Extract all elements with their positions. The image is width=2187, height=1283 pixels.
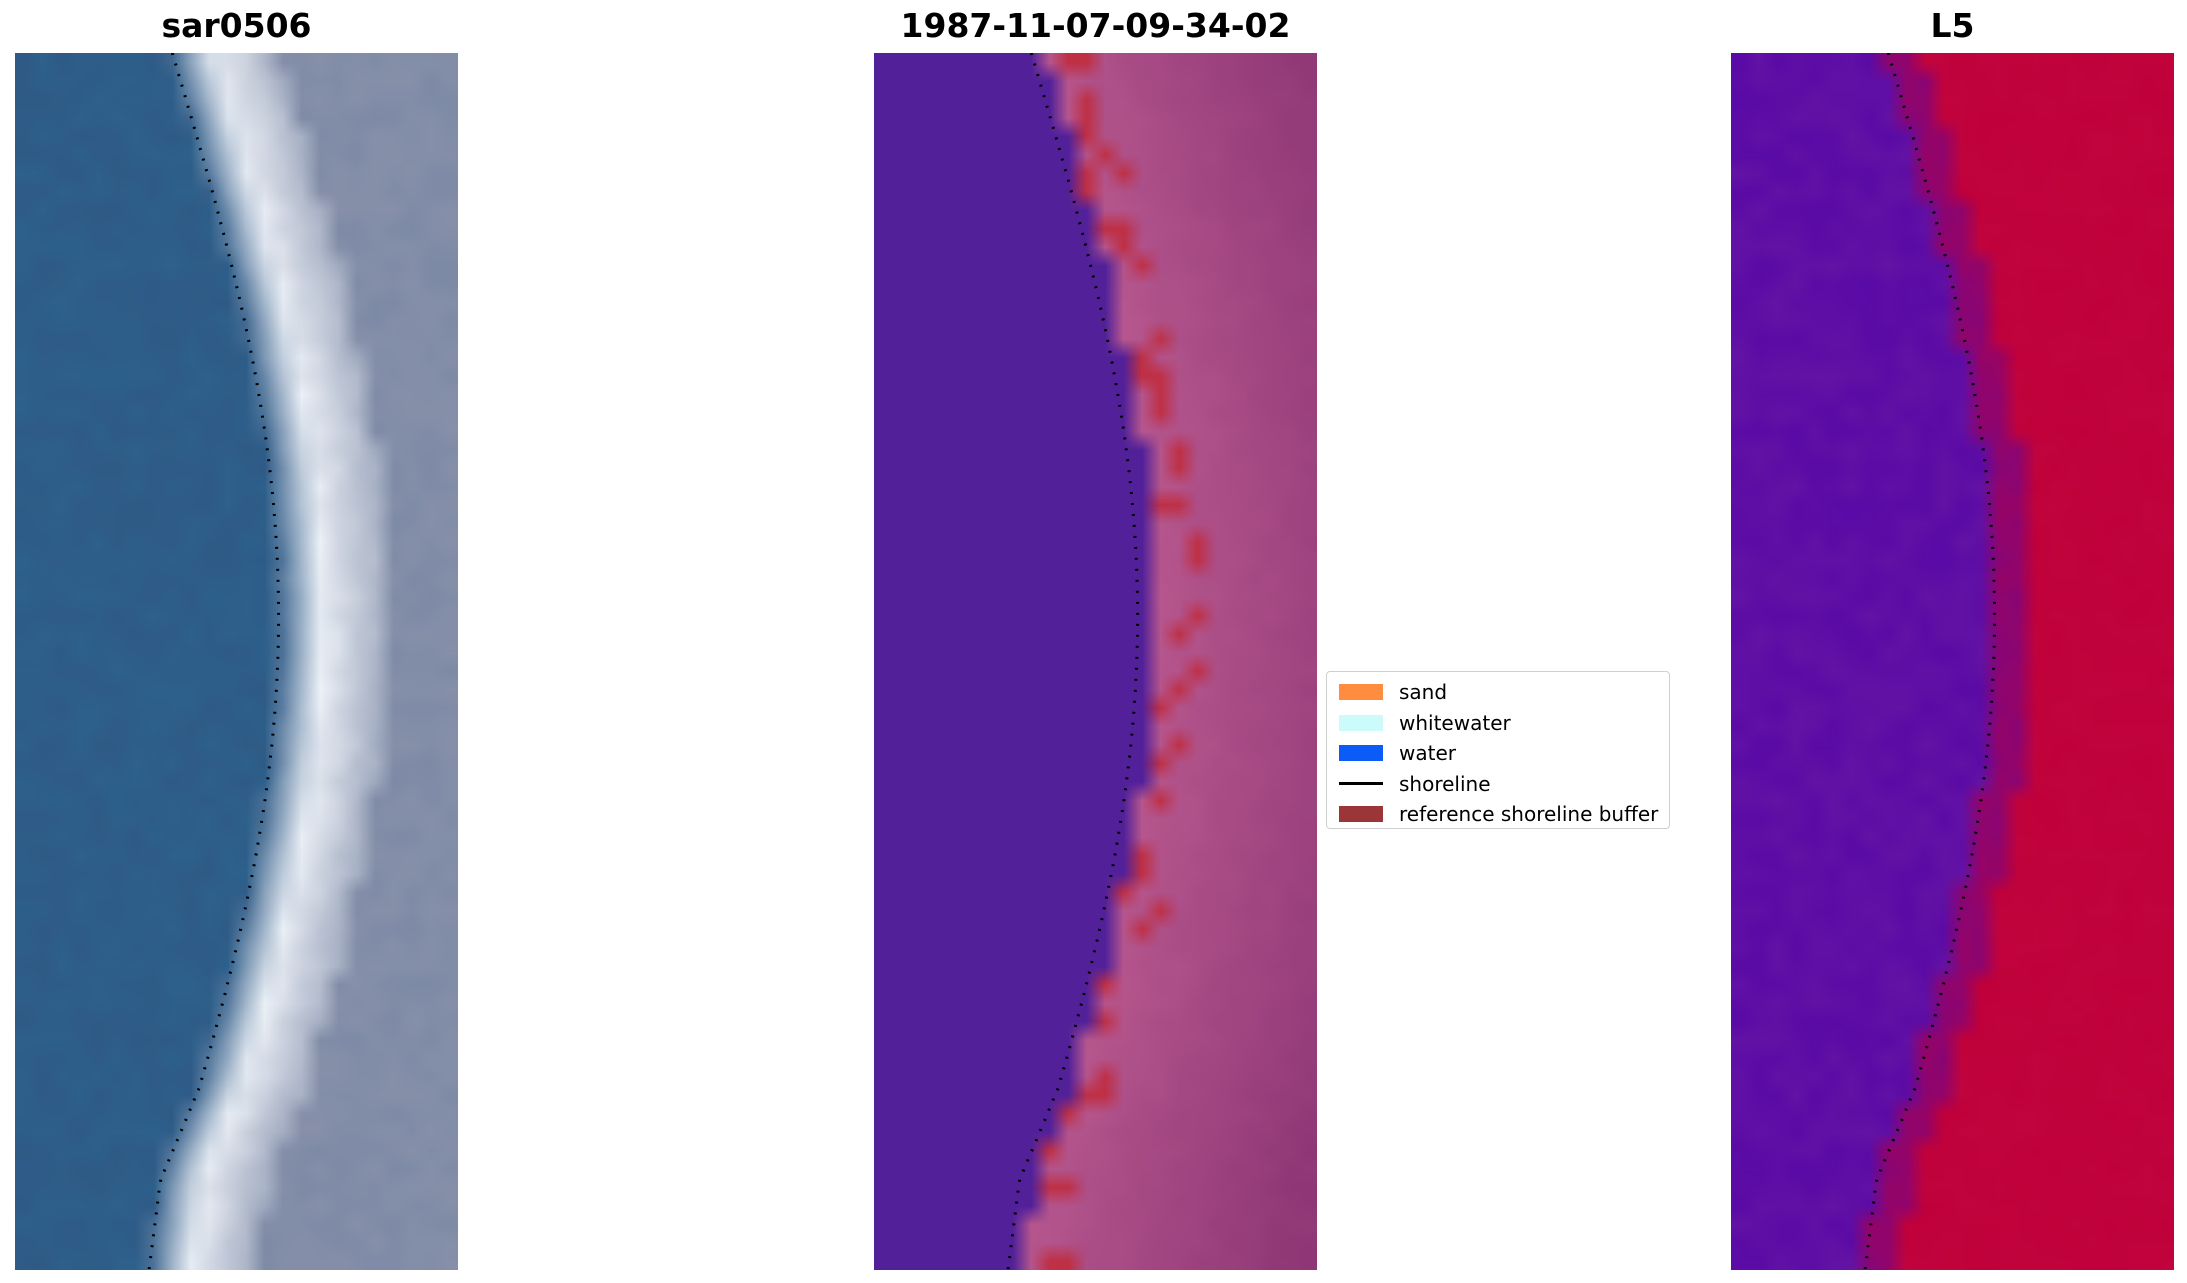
legend-label: shoreline: [1399, 771, 1491, 796]
shoreline-line-icon: [1339, 776, 1383, 792]
legend-label: water: [1399, 741, 1456, 766]
panel-title-date: 1987-11-07-09-34-02: [900, 6, 1291, 45]
buffer-swatch-icon: [1339, 806, 1383, 823]
index-image-panel: [1731, 53, 2174, 1270]
shoreline-overlay-classified: [1006, 53, 1140, 1270]
shoreline-overlay-index: [1863, 53, 1997, 1270]
whitewater-swatch-icon: [1339, 714, 1383, 731]
index-image-raster: [1731, 53, 2174, 1270]
rgb-image-panel: [15, 53, 458, 1270]
sand-swatch-icon: [1339, 684, 1383, 701]
shoreline-dotted-line: [1863, 53, 1997, 1270]
classified-image-panel: [874, 53, 1317, 1270]
panel-title-index: L5: [1930, 6, 1975, 45]
legend-item-whitewater: whitewater: [1333, 708, 1669, 739]
legend-label: whitewater: [1399, 710, 1511, 735]
shoreline-overlay-rgb: [147, 53, 281, 1270]
shoreline-dotted-line: [1006, 53, 1140, 1270]
legend-label: reference shoreline buffer: [1399, 802, 1659, 827]
rgb-image-raster: [15, 53, 458, 1270]
legend-item-reference-shoreline-buffer: reference shoreline buffer: [1333, 799, 1669, 830]
legend-item-water: water: [1333, 738, 1669, 769]
legend-item-shoreline: shoreline: [1333, 769, 1669, 800]
classified-image-raster: [874, 53, 1317, 1270]
panel-title-rgb: sar0506: [161, 6, 312, 45]
legend-item-sand: sand: [1333, 677, 1669, 708]
legend-label: sand: [1399, 680, 1448, 705]
shoreline-dotted-line: [147, 53, 281, 1270]
water-swatch-icon: [1339, 745, 1383, 762]
legend-box: sand whitewater water shoreline reference sh…: [1326, 671, 1670, 829]
